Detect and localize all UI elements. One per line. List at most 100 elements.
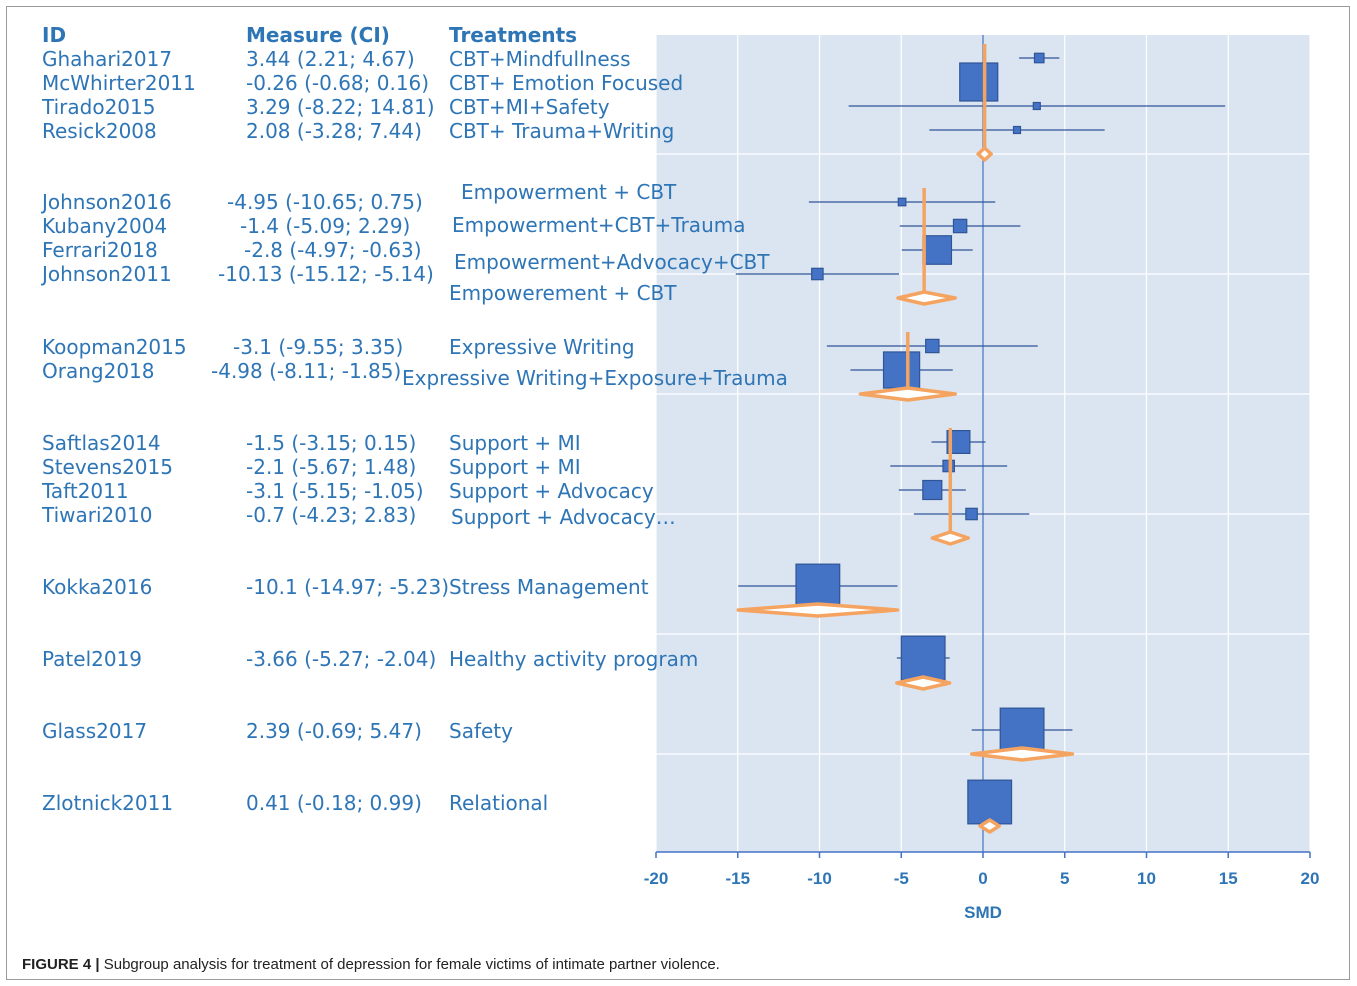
study-treatment-label: Safety	[449, 719, 513, 743]
header-id: ID	[42, 23, 66, 47]
x-tick-label: -15	[725, 869, 750, 888]
study-measure-label: -3.1 (-5.15; -1.05)	[246, 479, 424, 503]
study-treatment-label: Support + MI	[449, 455, 581, 479]
subgroup-diamond	[895, 675, 952, 691]
subgroup-diamond	[930, 530, 971, 546]
study-marks	[735, 52, 1226, 825]
x-tick-label: 20	[1301, 869, 1320, 888]
study-treatment-label: CBT+Mindfullness	[449, 47, 631, 71]
study-measure-label: 0.41 (-0.18; 0.99)	[246, 791, 422, 815]
study-point	[922, 235, 953, 265]
x-tick-label: 5	[1060, 869, 1069, 888]
study-treatment-label: Empowerment+Advocacy+CBT	[454, 250, 770, 274]
study-measure-label: -2.1 (-5.67; 1.48)	[246, 455, 416, 479]
study-measure-label: -4.98 (-8.11; -1.85)	[211, 359, 401, 383]
study-id-label: Zlotnick2011	[42, 791, 173, 815]
subgroup-diamond	[969, 746, 1075, 762]
study-id-label: Saftlas2014	[42, 431, 161, 455]
study-measure-label: -3.66 (-5.27; -2.04)	[246, 647, 436, 671]
x-tick-label: 10	[1137, 869, 1156, 888]
study-id-label: Ghahari2017	[42, 47, 172, 71]
study-measure-label: 2.08 (-3.28; 7.44)	[246, 119, 422, 143]
study-treatment-label: Empowerment+CBT+Trauma	[452, 213, 745, 237]
study-id-label: Johnson2011	[40, 262, 172, 286]
study-id-label: Orang2018	[42, 359, 155, 383]
study-measure-label: -3.1 (-9.55; 3.35)	[233, 335, 403, 359]
study-treatment-label: Healthy activity program	[449, 647, 698, 671]
study-treatment-label: Stress Management	[449, 575, 649, 599]
study-measure-label: -4.95 (-10.65; 0.75)	[227, 190, 423, 214]
study-point	[795, 563, 841, 609]
x-tick-label: -10	[807, 869, 832, 888]
study-id-label: Patel2019	[42, 647, 142, 671]
vertical-gridlines	[655, 35, 1311, 852]
study-point	[922, 479, 943, 501]
study-id-label: Koopman2015	[42, 335, 187, 359]
study-treatment-label: Empowerement + CBT	[449, 281, 677, 305]
study-measure-label: -10.13 (-15.12; -5.14)	[218, 262, 434, 286]
study-measure-label: -2.8 (-4.97; -0.63)	[244, 238, 422, 262]
study-treatment-label: Empowerment + CBT	[461, 180, 677, 204]
study-id-label: Tiwari2010	[41, 503, 152, 527]
subgroup-diamond	[978, 818, 1001, 834]
study-treatment-label: Expressive Writing	[449, 335, 635, 359]
caption-label: FIGURE 4 |	[22, 956, 100, 973]
study-id-label: Kokka2016	[42, 575, 152, 599]
study-id-label: Johnson2016	[40, 190, 172, 214]
study-measure-label: -1.5 (-3.15; 0.15)	[246, 431, 416, 455]
figure-frame	[6, 6, 1350, 980]
study-point	[925, 338, 940, 354]
study-treatment-label: Support + Advocacy	[449, 479, 654, 503]
study-measure-label: -0.26 (-0.68; 0.16)	[246, 71, 429, 95]
study-id-label: Tirado2015	[41, 95, 155, 119]
subgroup-diamond	[896, 290, 957, 306]
study-id-label: Kubany2004	[42, 214, 167, 238]
subgroup-diamond	[858, 386, 957, 402]
header-measure: Measure (CI)	[246, 23, 390, 47]
study-id-label: Stevens2015	[42, 455, 173, 479]
study-treatment-label: Relational	[449, 791, 548, 815]
forest-plot: -20 -15 -10 -5 0 5 10 15 20 SMD ID Measure (CI) …	[40, 23, 1320, 922]
study-point	[952, 218, 968, 234]
subgroup-diamonds	[736, 44, 1075, 834]
study-point	[897, 197, 907, 207]
study-point	[1012, 125, 1022, 135]
study-measure-label: -0.7 (-4.23; 2.83)	[246, 503, 416, 527]
study-treatment-label: CBT+ Emotion Focused	[449, 71, 683, 95]
subgroup-diamond	[976, 146, 993, 162]
x-tick-label: 15	[1219, 869, 1238, 888]
study-treatment-label: Support + Advocacy…	[451, 505, 676, 529]
study-id-label: Resick2008	[42, 119, 157, 143]
study-point	[1033, 52, 1045, 64]
study-point	[999, 707, 1045, 753]
study-point	[946, 430, 971, 455]
study-labels: Ghahari2017 3.44 (2.21; 4.67) CBT+Mindfull…	[40, 47, 788, 815]
study-id-label: Ferrari2018	[42, 238, 158, 262]
x-tick-label: -5	[894, 869, 909, 888]
subgroup-diamond	[736, 602, 900, 618]
study-measure-label: -10.1 (-14.97; -5.23)	[246, 575, 449, 599]
study-measure-label: -1.4 (-5.09; 2.29)	[240, 214, 410, 238]
study-measure-label: 2.39 (-0.69; 5.47)	[246, 719, 422, 743]
x-tick-label: -20	[644, 869, 669, 888]
study-id-label: Glass2017	[42, 719, 147, 743]
x-tick-label: 0	[978, 869, 987, 888]
study-treatment-label: CBT+MI+Safety	[449, 95, 610, 119]
study-point	[965, 507, 978, 521]
x-axis-title: SMD	[964, 903, 1002, 922]
caption-text: Subgroup analysis for treatment of depre…	[103, 956, 720, 973]
study-measure-label: 3.29 (-8.22; 14.81)	[246, 95, 435, 119]
study-point	[811, 267, 824, 281]
study-treatment-label: Expressive Writing+Exposure+Trauma	[402, 366, 788, 390]
study-treatment-label: CBT+ Trauma+Writing	[449, 119, 674, 143]
study-point	[959, 62, 999, 102]
study-point	[967, 779, 1013, 825]
study-point	[900, 635, 946, 681]
study-treatment-label: Support + MI	[449, 431, 581, 455]
study-id-label: Taft2011	[41, 479, 129, 503]
figure-caption: FIGURE 4 | Subgroup analysis for treatme…	[22, 956, 720, 973]
x-axis: -20 -15 -10 -5 0 5 10 15 20	[644, 851, 1320, 888]
header-treatments: Treatments	[449, 23, 577, 47]
study-id-label: McWhirter2011	[42, 71, 196, 95]
study-point	[1032, 101, 1041, 111]
